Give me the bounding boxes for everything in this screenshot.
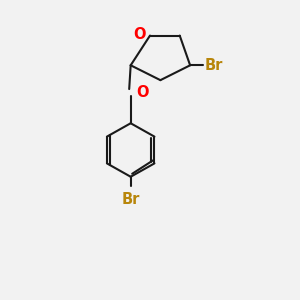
Text: O: O (136, 85, 149, 100)
Text: Br: Br (122, 192, 140, 207)
Text: Br: Br (205, 58, 224, 73)
Text: O: O (133, 27, 146, 42)
